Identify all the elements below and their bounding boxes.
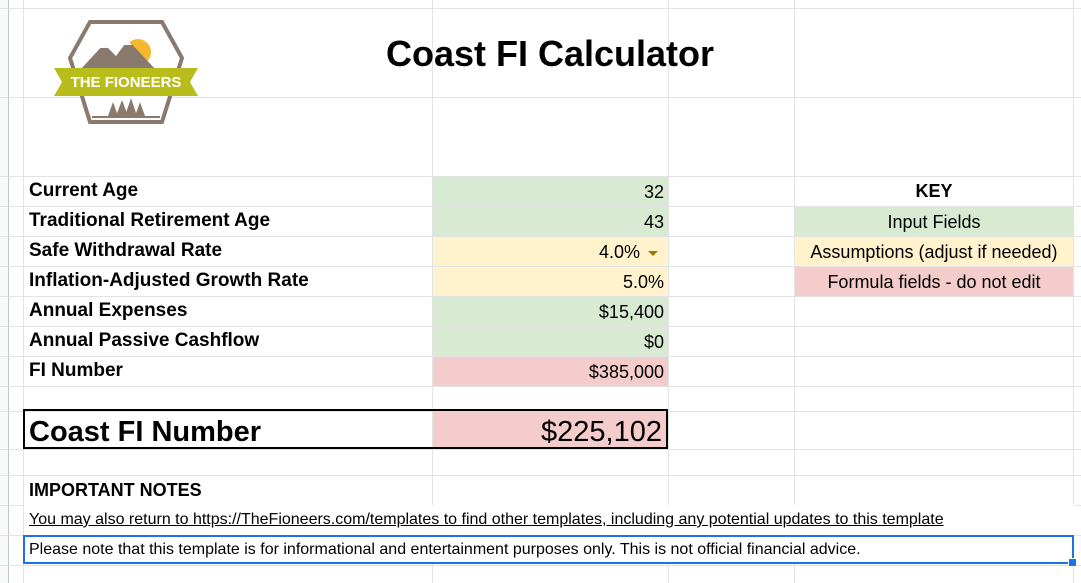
label-annual-expenses[interactable]: Annual Expenses xyxy=(29,300,188,321)
grid-line xyxy=(0,176,1081,177)
key-assumptions[interactable]: Assumptions (adjust if needed) xyxy=(795,237,1073,266)
grid-line xyxy=(0,565,1081,566)
cell-selection-outline xyxy=(23,535,1074,564)
label-current-age[interactable]: Current Age xyxy=(29,180,139,201)
coast-value-bg xyxy=(433,410,667,448)
fioneers-logo: THE FIONEERS xyxy=(52,18,200,130)
grid-line xyxy=(0,326,1081,327)
page-title: Coast FI Calculator xyxy=(385,33,715,74)
value-safe-withdrawal-rate[interactable]: 4.0% xyxy=(433,237,668,266)
fill-handle[interactable] xyxy=(1068,558,1077,567)
value-annual-expenses[interactable]: $15,400 xyxy=(433,297,668,326)
grid-line xyxy=(794,0,795,583)
grid-line xyxy=(0,8,1081,9)
value-fi-number[interactable]: $385,000 xyxy=(433,357,668,386)
coast-fi-label[interactable]: Coast FI Number xyxy=(29,416,262,448)
label-growth-rate[interactable]: Inflation-Adjusted Growth Rate xyxy=(29,270,309,291)
swr-value: 4.0% xyxy=(598,242,640,262)
grid-line xyxy=(0,449,1081,450)
logo-graphic: THE FIONEERS xyxy=(54,20,198,124)
grid-line xyxy=(0,206,1081,207)
value-growth-rate[interactable]: 5.0% xyxy=(433,267,668,296)
grid-line xyxy=(0,386,1081,387)
value-passive-cashflow[interactable]: $0 xyxy=(433,327,668,356)
notes-heading[interactable]: IMPORTANT NOTES xyxy=(29,480,202,500)
row-header-strip[interactable] xyxy=(0,0,9,583)
chevron-down-icon[interactable] xyxy=(648,250,658,256)
label-retirement-age[interactable]: Traditional Retirement Age xyxy=(29,210,271,231)
grid-line xyxy=(0,356,1081,357)
grid-line xyxy=(668,0,669,583)
label-safe-withdrawal-rate[interactable]: Safe Withdrawal Rate xyxy=(29,240,223,261)
coast-fi-box xyxy=(23,409,668,449)
key-formula-fields[interactable]: Formula fields - do not edit xyxy=(795,267,1073,296)
label-fi-number[interactable]: FI Number xyxy=(29,360,123,381)
key-heading[interactable]: KEY xyxy=(915,181,953,201)
logo-text: THE FIONEERS xyxy=(71,74,182,91)
value-retirement-age[interactable]: 43 xyxy=(433,207,668,236)
grid-line xyxy=(0,266,1081,267)
grid-line xyxy=(1073,0,1074,583)
grid-line xyxy=(23,0,24,583)
label-passive-cashflow[interactable]: Annual Passive Cashflow xyxy=(29,330,260,351)
grid-line xyxy=(0,97,1081,98)
grid-line xyxy=(0,236,1081,237)
grid-line xyxy=(0,296,1081,297)
coast-fi-value[interactable]: $225,102 xyxy=(541,416,662,448)
notes-templates-link[interactable]: You may also return to https://TheFionee… xyxy=(24,505,1074,535)
notes-disclaimer[interactable]: Please note that this template is for in… xyxy=(24,536,1073,564)
value-current-age[interactable]: 32 xyxy=(433,177,668,206)
key-input-fields[interactable]: Input Fields xyxy=(795,207,1073,236)
grid-line xyxy=(0,475,1081,476)
grid-line xyxy=(432,0,433,583)
